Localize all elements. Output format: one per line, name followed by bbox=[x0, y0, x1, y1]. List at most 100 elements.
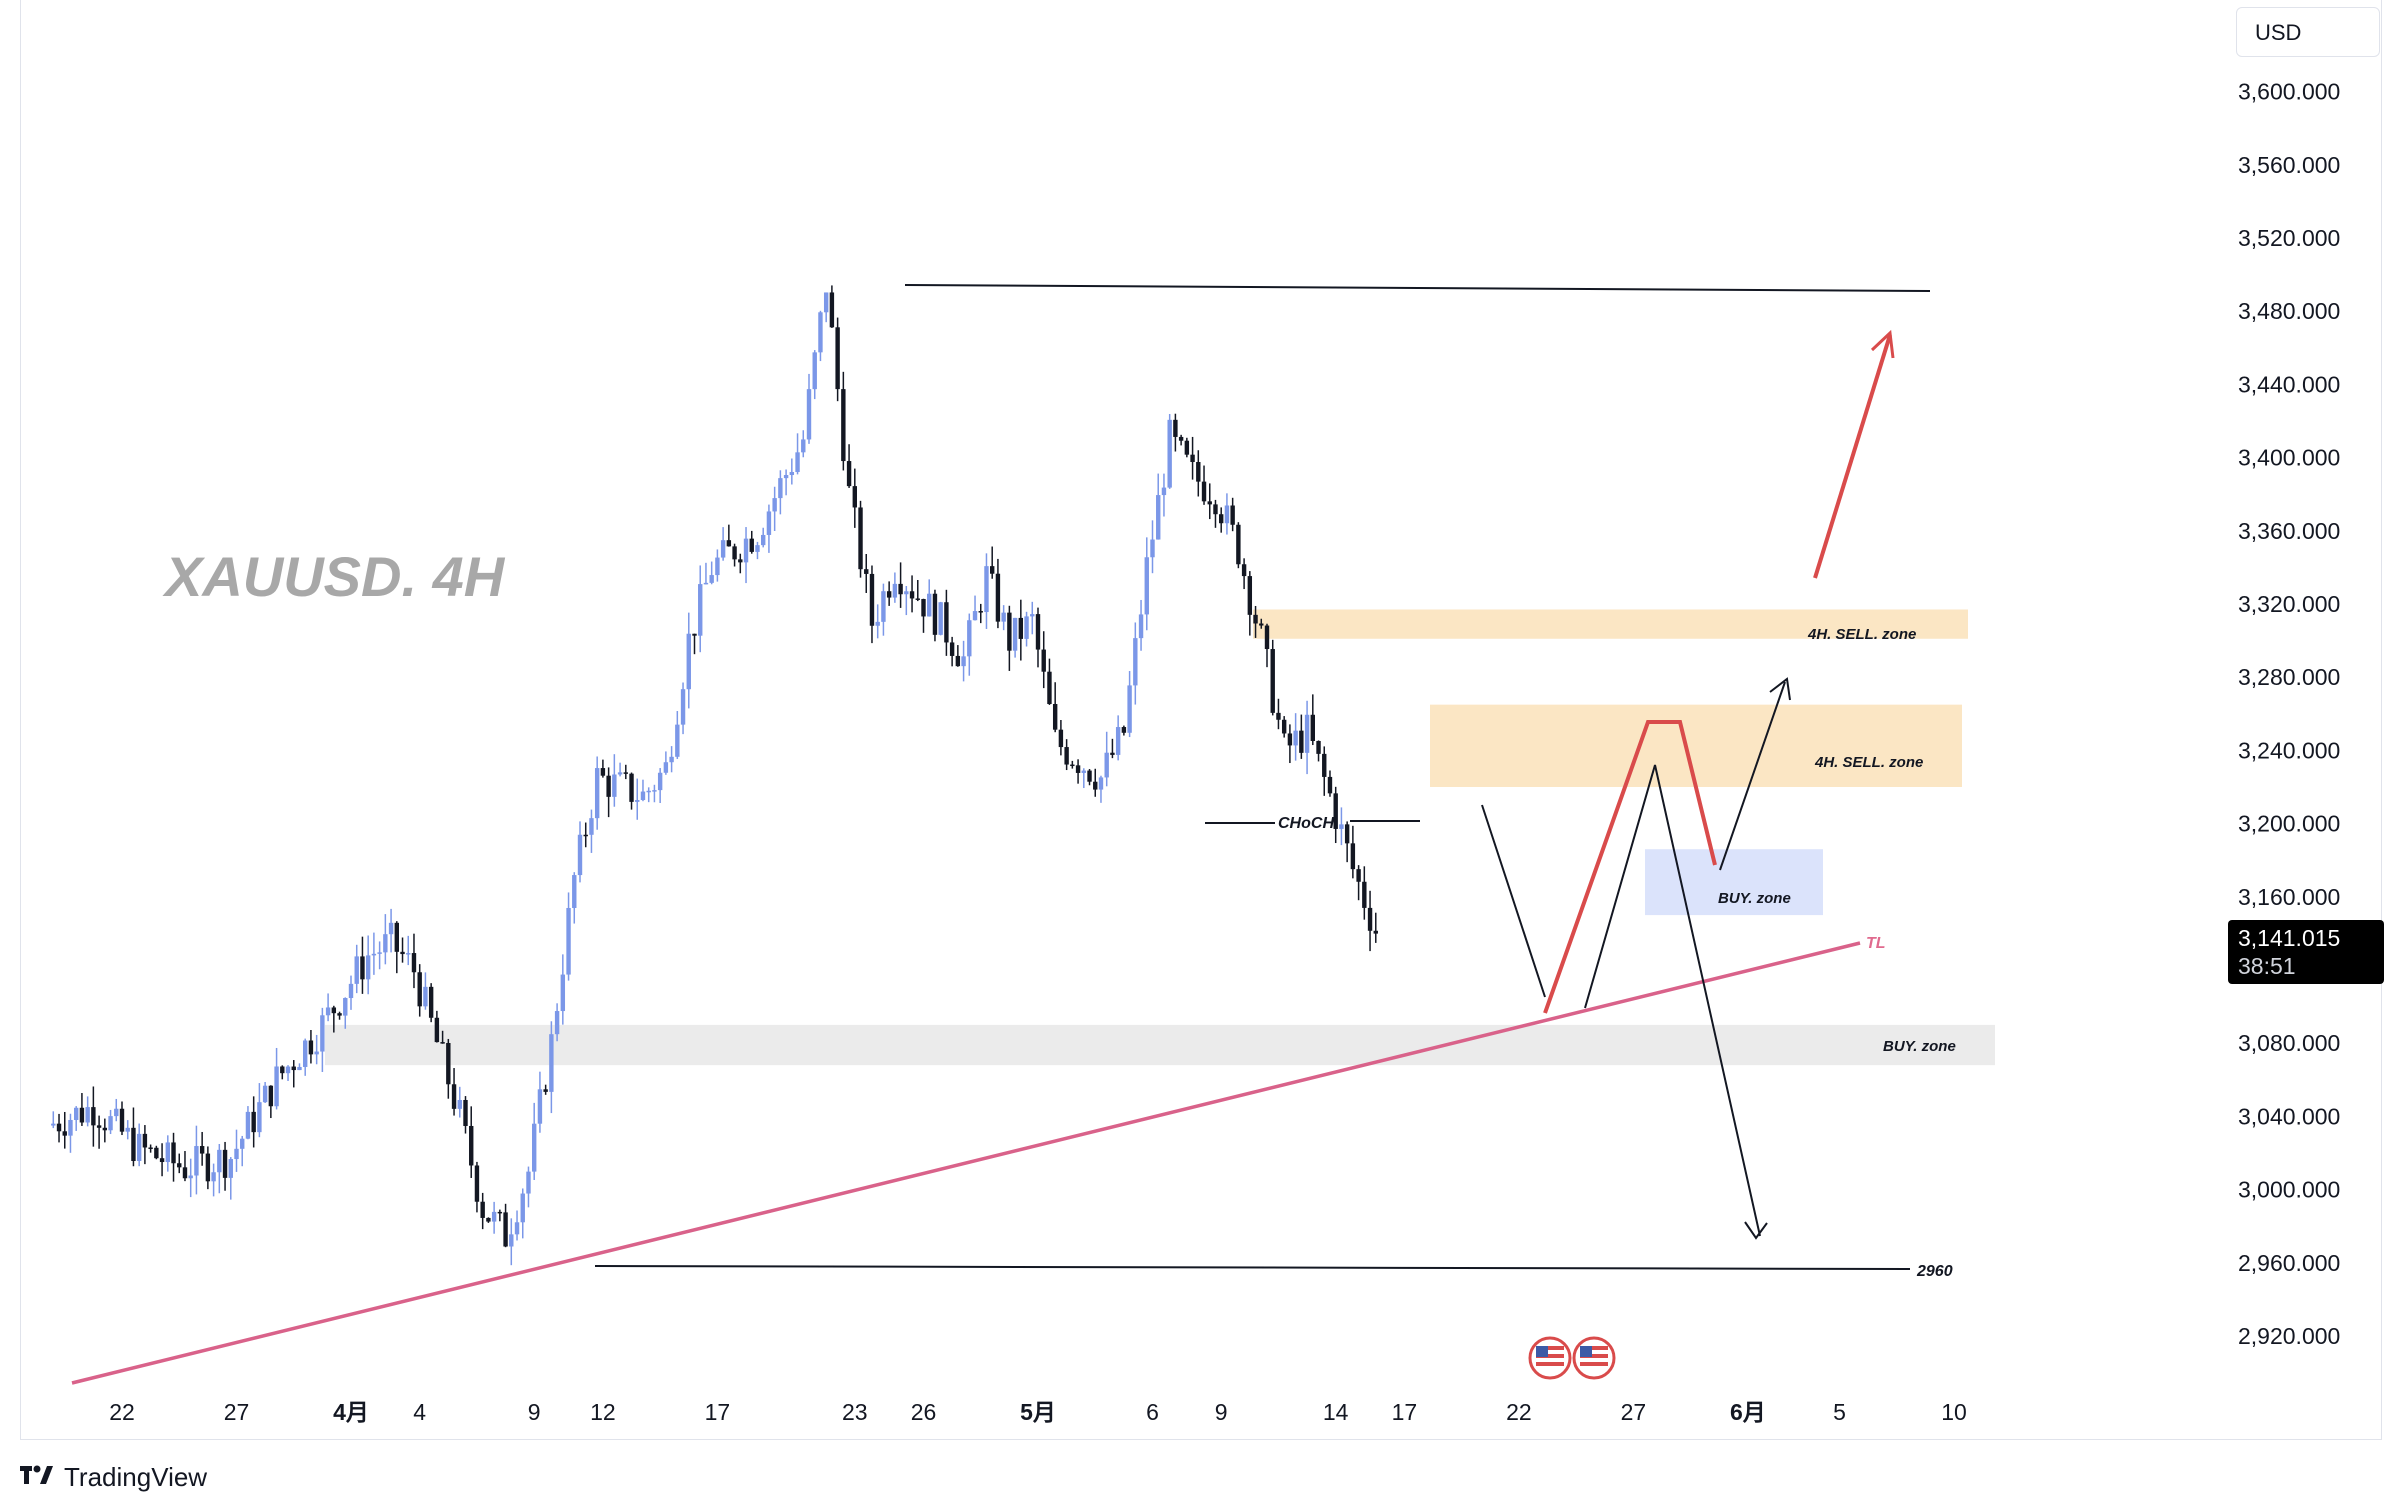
candle-body bbox=[669, 756, 674, 763]
candle-body bbox=[692, 633, 697, 636]
candle-body bbox=[995, 573, 1001, 622]
candle-body bbox=[1133, 638, 1138, 686]
date-tick-label: 9 bbox=[1215, 1399, 1228, 1425]
candle-body bbox=[371, 953, 377, 956]
candle-body bbox=[1247, 576, 1253, 615]
candle-body bbox=[1281, 719, 1287, 734]
buy-zone-2 bbox=[325, 1024, 1995, 1066]
candle-body bbox=[428, 986, 434, 1018]
candle-body bbox=[463, 1099, 468, 1126]
candle-body bbox=[1127, 685, 1132, 733]
candle-body bbox=[583, 834, 588, 837]
candle-body bbox=[280, 1066, 285, 1074]
candle-body bbox=[1270, 649, 1275, 713]
candle-body bbox=[875, 621, 880, 626]
candle-body bbox=[864, 569, 869, 574]
date-tick-label: 9 bbox=[528, 1399, 541, 1425]
choch-label: CHoCH bbox=[1278, 815, 1334, 832]
level-2960-label: 2960 bbox=[1916, 1263, 1953, 1280]
candle-body bbox=[1081, 770, 1086, 773]
currency-selector[interactable]: USD bbox=[2236, 7, 2380, 57]
candle-body bbox=[972, 611, 978, 621]
candle-body bbox=[709, 575, 714, 583]
candle-body bbox=[85, 1107, 90, 1123]
candle-body bbox=[635, 800, 640, 802]
candle-body bbox=[554, 1011, 560, 1035]
candle-body bbox=[1350, 843, 1356, 870]
candle-body bbox=[457, 1099, 462, 1109]
candle-body bbox=[177, 1163, 182, 1168]
candle-body bbox=[537, 1089, 543, 1124]
candle-body bbox=[1018, 617, 1024, 639]
candle-body bbox=[205, 1153, 211, 1182]
date-tick-label: 22 bbox=[109, 1399, 135, 1425]
candle-body bbox=[228, 1159, 233, 1178]
tradingview-logo-icon bbox=[20, 1462, 54, 1493]
candle-body bbox=[772, 498, 777, 512]
us-flag-icon[interactable] bbox=[1528, 1336, 1572, 1380]
tradingview-brand[interactable]: TradingView bbox=[20, 1460, 207, 1494]
candle-body bbox=[1052, 703, 1058, 730]
candle-body bbox=[761, 534, 766, 546]
price-tick-label: 3,320.000 bbox=[2238, 591, 2340, 617]
candle-body bbox=[377, 952, 382, 954]
candle-body bbox=[102, 1127, 108, 1131]
candle-body bbox=[325, 1007, 331, 1016]
candle-body bbox=[623, 772, 628, 774]
candle-body bbox=[343, 998, 348, 1016]
candle-body bbox=[417, 972, 422, 1007]
candle-body bbox=[182, 1167, 188, 1179]
candle-body bbox=[1322, 753, 1327, 777]
date-tick-label: 22 bbox=[1506, 1399, 1532, 1425]
candle-body bbox=[1007, 612, 1012, 651]
candle-body bbox=[938, 602, 943, 635]
top-resistance-line bbox=[904, 284, 1931, 292]
projection-path-black-2 bbox=[1584, 764, 1761, 1237]
candle-body bbox=[251, 1111, 256, 1133]
candle-body bbox=[589, 818, 594, 835]
price-tick-label: 3,360.000 bbox=[2238, 518, 2340, 544]
date-tick-label: 17 bbox=[705, 1399, 731, 1425]
candle-body bbox=[978, 611, 983, 613]
candle-body bbox=[526, 1171, 531, 1194]
candle-body bbox=[949, 642, 955, 656]
candle-body bbox=[812, 352, 817, 390]
candle-body bbox=[314, 1051, 319, 1055]
candle-body bbox=[738, 559, 743, 563]
candle-body bbox=[434, 1017, 440, 1043]
candle-body bbox=[1138, 614, 1144, 639]
candle-body bbox=[640, 791, 646, 801]
price-tick-label: 2,960.000 bbox=[2238, 1250, 2340, 1276]
candle-body bbox=[743, 538, 749, 563]
candle-body bbox=[1224, 505, 1230, 524]
candle-body bbox=[904, 591, 909, 595]
candle-body bbox=[222, 1149, 228, 1178]
candle-body bbox=[159, 1158, 165, 1163]
candle-body bbox=[245, 1111, 251, 1139]
candle-body bbox=[1264, 625, 1270, 650]
us-flag-icon[interactable] bbox=[1572, 1336, 1616, 1380]
candle-body bbox=[1310, 714, 1315, 741]
candle-body bbox=[1356, 869, 1361, 882]
candle-body bbox=[1339, 824, 1344, 829]
candle-body bbox=[955, 655, 961, 667]
candle-body bbox=[1178, 436, 1184, 441]
currency-label: USD bbox=[2255, 20, 2302, 45]
candle-body bbox=[354, 956, 359, 984]
price-tick-label: 3,600.000 bbox=[2238, 79, 2340, 105]
price-tick-label: 3,000.000 bbox=[2238, 1177, 2340, 1203]
buy-zone-2-label: BUY. zone bbox=[1883, 1038, 1956, 1055]
price-tick-label: 3,200.000 bbox=[2238, 811, 2340, 837]
candle-body bbox=[234, 1148, 239, 1160]
buy-zone-1-label: BUY. zone bbox=[1718, 890, 1791, 907]
candle-body bbox=[1121, 727, 1127, 733]
candle-body bbox=[1115, 727, 1121, 755]
buy-zone-1 bbox=[1645, 849, 1823, 916]
candle-body bbox=[1230, 505, 1235, 525]
chart-title: XAUUSD. 4H bbox=[162, 545, 506, 608]
candle-body bbox=[469, 1125, 474, 1166]
candle-body bbox=[1173, 419, 1178, 437]
candle-body bbox=[594, 768, 600, 819]
candle-body bbox=[1001, 612, 1006, 622]
